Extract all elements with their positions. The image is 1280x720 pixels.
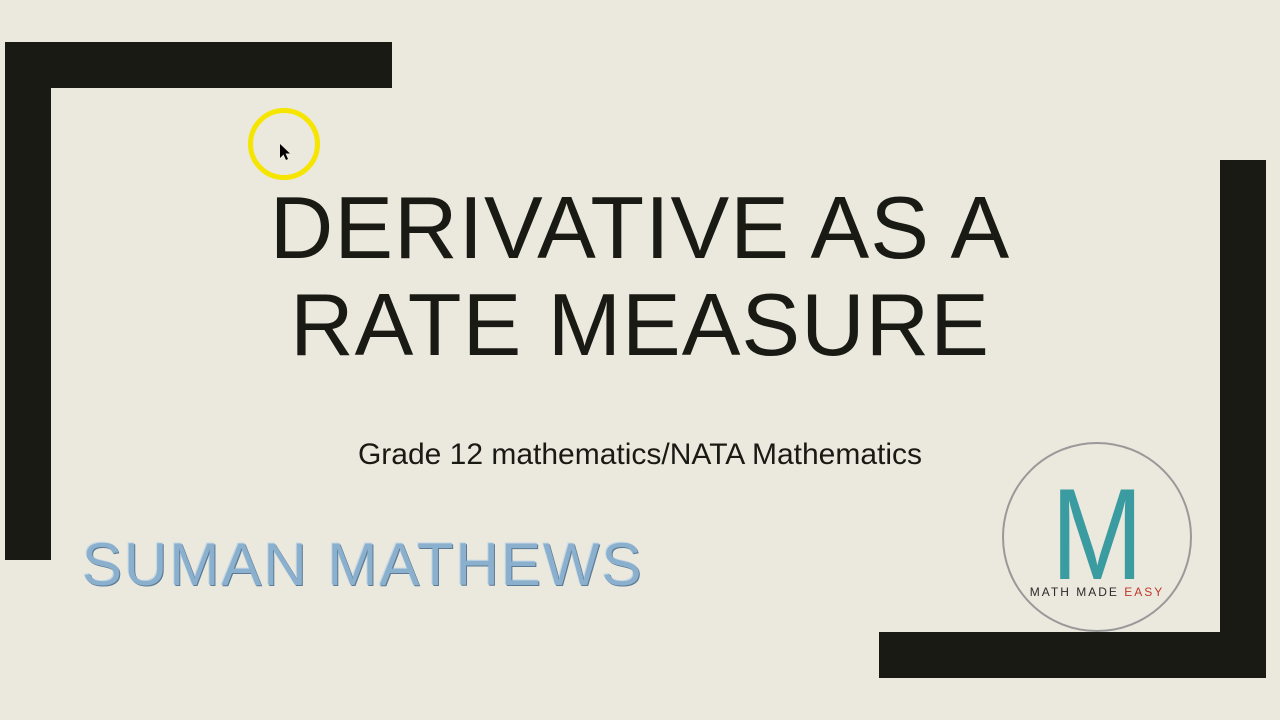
author-name: SUMAN MATHEWS: [82, 530, 644, 599]
logo-letter: M: [1051, 476, 1143, 593]
corner-bar-vertical: [5, 42, 51, 560]
slide-title: DERIVATIVE AS A RATE MEASURE: [190, 180, 1090, 374]
logo-circle: M MATH MADE EASY: [1002, 442, 1192, 632]
logo-math-made-easy: M MATH MADE EASY: [1002, 442, 1192, 632]
corner-bar-vertical: [1220, 160, 1266, 678]
corner-bar-horizontal: [879, 632, 1266, 678]
corner-bar-horizontal: [5, 42, 392, 88]
slide-subtitle: Grade 12 mathematics/NATA Mathematics: [358, 438, 922, 472]
